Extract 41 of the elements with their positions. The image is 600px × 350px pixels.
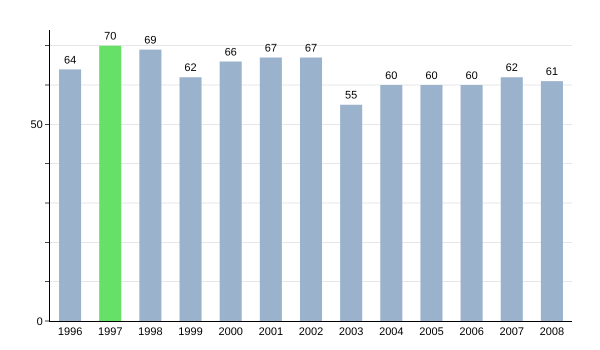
bar <box>220 61 242 321</box>
bar <box>540 81 563 321</box>
y-tick-label: 0 <box>36 316 43 328</box>
data-label: 60 <box>465 70 478 82</box>
data-label: 66 <box>224 46 237 58</box>
y-tick-label: 50 <box>30 119 43 132</box>
data-label: 60 <box>425 70 438 82</box>
x-tick-label: 1999 <box>178 326 203 338</box>
x-tick-label: 2005 <box>419 326 444 338</box>
data-label: 67 <box>304 42 318 55</box>
bar <box>260 58 282 321</box>
bar <box>59 69 82 321</box>
x-tick-label: 1997 <box>98 326 122 338</box>
x-tick-label: 2008 <box>540 326 564 338</box>
bar <box>460 85 483 321</box>
data-label: 55 <box>345 90 358 102</box>
bar <box>99 46 122 321</box>
x-tick-label: 2004 <box>379 326 404 338</box>
data-label: 60 <box>385 70 398 82</box>
data-label: 62 <box>184 62 197 74</box>
x-tick-label: 2001 <box>258 326 284 338</box>
x-tick-label: 1996 <box>58 326 82 338</box>
data-label: 61 <box>546 66 558 78</box>
x-tick-label: 2006 <box>459 326 484 338</box>
data-label: 70 <box>104 30 116 43</box>
bar <box>380 85 402 321</box>
bar <box>340 104 362 321</box>
data-label: 62 <box>506 62 518 74</box>
data-label: 64 <box>64 54 76 66</box>
bar <box>300 58 322 321</box>
bar <box>500 77 523 321</box>
x-tick-label: 2000 <box>218 326 243 338</box>
data-label: 67 <box>264 42 277 55</box>
x-tick-label: 2003 <box>338 326 364 338</box>
bar <box>180 77 202 321</box>
data-label: 69 <box>144 34 157 47</box>
bar <box>420 85 442 321</box>
bar <box>139 50 162 321</box>
x-tick-label: 1998 <box>138 326 163 338</box>
x-tick-label: 2002 <box>298 326 324 338</box>
x-tick-label: 2007 <box>500 326 524 338</box>
